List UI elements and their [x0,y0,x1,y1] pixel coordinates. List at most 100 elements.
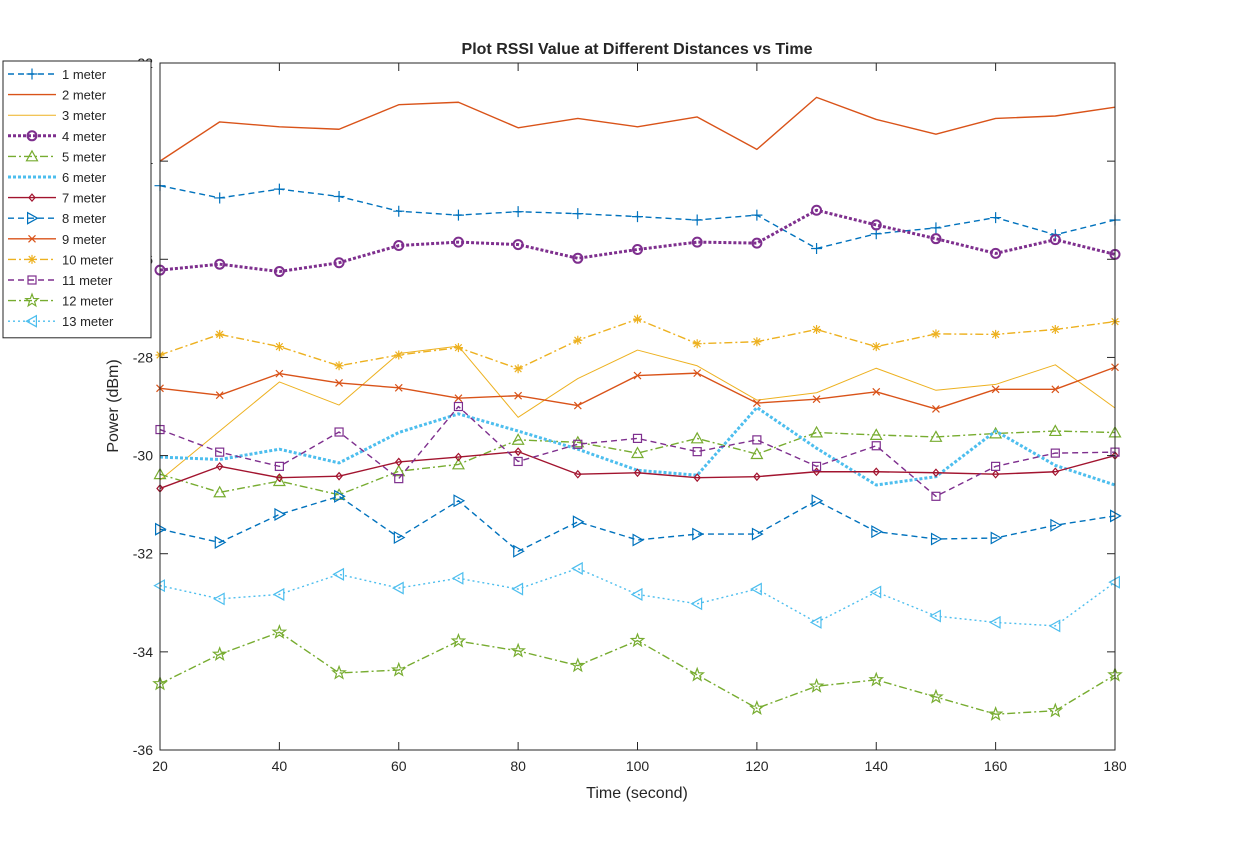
legend-box [2,60,152,339]
data-point [693,369,702,378]
data-point [274,342,284,352]
data-point [988,615,1001,629]
y-tick-label: -30 [133,448,153,464]
x-tick-label: 120 [745,758,769,774]
data-point [155,522,167,536]
data-point [811,461,822,471]
axes-box [159,62,1116,751]
legend-marker [28,234,36,243]
legend-entry: 7 meter [8,191,107,206]
data-point [333,257,345,269]
legend-marker [26,130,38,142]
data-point [749,700,765,715]
x-tick-label: 20 [152,758,168,774]
data-point [630,587,643,601]
data-point [931,491,941,501]
series-7 [156,447,1119,493]
data-point [334,489,346,503]
data-point [691,236,703,248]
y-tick-label: -28 [133,349,153,365]
legend-label: 8 meter [62,211,107,226]
data-point [808,677,825,693]
data-point [275,369,284,378]
data-point [394,474,404,484]
data-point [454,452,463,462]
series-line [159,430,1116,496]
data-point [990,531,1003,545]
legend-label: 10 meter [62,252,114,267]
data-point [1050,518,1063,532]
series-12 [152,623,1123,721]
series-line [159,366,1116,410]
data-point [751,237,763,249]
legend-label: 11 meter [62,273,113,288]
data-point [451,457,465,470]
data-point [1050,448,1060,458]
data-point [692,527,704,541]
data-point [571,561,583,575]
data-point [215,461,224,471]
data-point [454,394,463,403]
data-point [272,474,286,487]
data-point [930,233,942,245]
data-point [633,314,642,324]
data-point [930,222,942,234]
data-point [811,242,823,254]
x-tick-label: 140 [865,758,889,774]
legend-entry: 11 meter [8,273,113,288]
x-tick-label: 60 [391,758,407,774]
data-point [211,646,228,661]
series-line [159,405,1116,487]
data-point [752,337,762,347]
data-point [572,515,585,529]
data-point [751,527,764,541]
data-point [1048,619,1061,633]
data-point [511,582,524,596]
data-point [394,383,403,392]
data-point [932,468,940,478]
data-point [692,447,702,457]
series-5 [153,424,1122,500]
data-point [1051,467,1060,477]
legend-entry: 4 meter [8,129,107,144]
series-line [159,345,1116,481]
plot-area [152,96,1123,721]
data-point [1108,575,1120,589]
series-line [159,631,1116,715]
data-point [513,544,525,558]
data-point [928,688,944,704]
data-point [991,469,1000,479]
data-point [932,405,940,413]
y-tick-label: -36 [133,742,153,758]
data-point [215,329,225,339]
data-point [510,642,526,658]
data-point [632,433,643,443]
x-tick-label: 80 [510,758,526,774]
data-point [393,205,405,217]
series-3 [159,345,1116,481]
data-point [632,533,645,547]
y-tick-label: -32 [133,546,153,562]
data-point [990,247,1002,259]
series-6 [159,405,1116,487]
data-point [512,239,524,251]
data-point [390,661,407,677]
series-13 [153,561,1120,633]
y-tick-label: -34 [133,644,153,660]
data-point [513,456,523,467]
data-point [392,464,406,477]
data-point [629,632,646,648]
legend-label: 7 meter [62,191,107,206]
data-point [273,183,285,195]
series-line [159,567,1116,627]
data-point [1047,702,1064,718]
data-point [990,212,1002,224]
axes: 20406080100120140160180-36-34-32-30-28-2… [133,55,1127,774]
data-point [452,209,464,221]
data-point [810,425,824,438]
data-point [750,447,764,460]
legend-label: 3 meter [62,108,107,123]
series-2 [159,96,1116,162]
x-tick-label: 100 [626,758,650,774]
legend-entry: 10 meter [8,252,114,267]
